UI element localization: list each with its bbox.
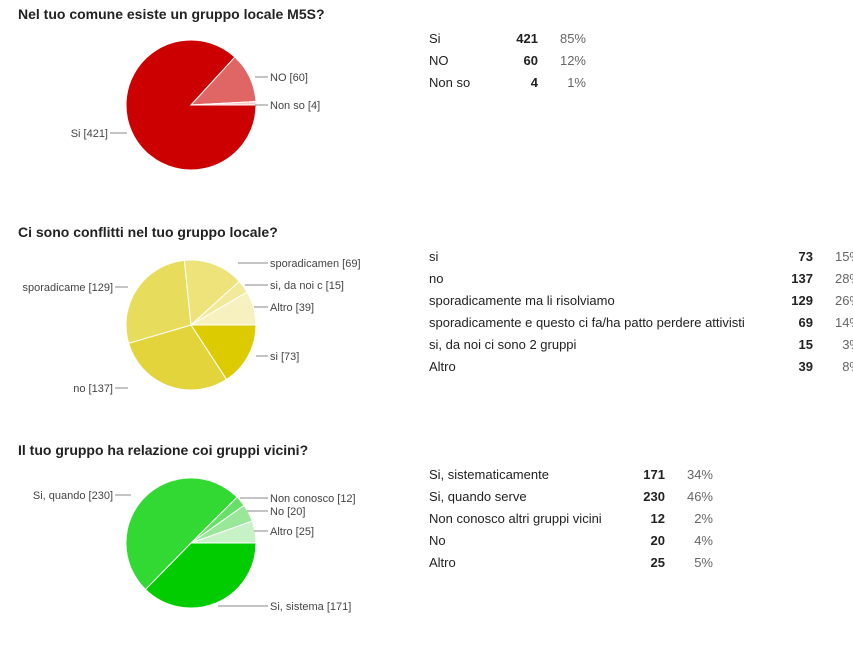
slice-label-no: No [20] [270,506,305,518]
answer-percent: 4% [694,533,713,548]
slice-label-non-conosco-altri-gruppi-vicin: Non conosco [12] [270,493,356,505]
answer-label: sporadicamente ma li risolviamo [429,293,615,308]
table-row: NO 60 12% [429,50,586,72]
answer-label: Non conosco altri gruppi vicini [429,511,602,526]
answer-percent: 85% [559,31,586,46]
slice-label-no: no [137] [73,383,113,395]
answer-count: 4 [530,75,538,90]
slice-label-si-quando-serve: Si, quando [230] [33,490,113,502]
pie-slice-si-sistematicamente [144,542,257,609]
answer-label: si [429,249,439,264]
answer-percent: 46% [686,489,713,504]
table-row: Non so 4 1% [429,72,586,94]
answer-percent: 15% [834,249,853,264]
answer-percent: 14% [834,315,853,330]
answer-count: 421 [516,31,538,46]
answer-label: no [429,271,444,286]
answer-label: Altro [429,359,456,374]
answer-percent: 8% [842,359,853,374]
pie-slice-si-quando-serve [125,477,238,591]
answer-count: 20 [650,533,665,548]
slice-label-si-sistematicamente: Si, sistema [171] [270,601,351,613]
answer-count: 15 [798,337,813,352]
answer-label: si, da noi ci sono 2 gruppi [429,337,577,352]
slice-label-si-da-noi-ci-sono-2-gruppi: si, da noi c [15] [270,280,344,292]
slice-label-non-so: Non so [4] [270,100,320,112]
slice-label-si: Si [421] [71,128,108,140]
answer-percent: 2% [694,511,713,526]
table-row: Altro 39 8% [429,356,853,378]
answer-count: 137 [791,271,813,286]
table-row: Si, sistematicamente 171 34% [429,464,713,486]
slice-label-altro: Altro [39] [270,302,314,314]
answer-count: 12 [650,511,665,526]
answer-label: sporadicamente e questo ci fa/ha patto p… [429,315,745,330]
table-row: si, da noi ci sono 2 gruppi 15 3% [429,334,853,356]
table-row: si 73 15% [429,246,853,268]
table-row: No 20 4% [429,530,713,552]
table-row: sporadicamente ma li risolviamo 129 26% [429,290,853,312]
slice-label-no: NO [60] [270,72,308,84]
answer-label: Non so [429,75,471,90]
pie-slice-no [128,324,228,391]
pie-slice-si [190,324,257,381]
answer-label: No [429,533,446,548]
slice-label-sporadicamente-ma-li-risolviam: sporadicame [129] [23,282,114,294]
table-row: sporadicamente e questo ci fa/ha patto p… [429,312,853,334]
answer-count: 129 [791,293,813,308]
answer-count: 73 [798,249,813,264]
chart-2-pie: si [73] no [137] sporadicame [129] sporadic… [23,258,361,395]
answer-percent: 34% [686,467,713,482]
table-row: Si, quando serve 230 46% [429,486,713,508]
pie-slice-altro [189,291,257,326]
answer-percent: 1% [567,75,586,90]
table-row: Altro 25 5% [429,552,713,574]
chart-2-title: Ci sono conflitti nel tuo gruppo locale? [18,224,278,240]
answer-label: NO [429,53,449,68]
chart-3-title: Il tuo gruppo ha relazione coi gruppi vi… [18,442,309,458]
answer-label: Altro [429,555,456,570]
chart-3-table: Si, sistematicamente 171 34% Si, quando ser… [429,464,713,574]
chart-1-table: Si 421 85% NO 60 12% Non so 4 1% [429,28,586,94]
answer-label: Si, sistematicamente [429,467,549,482]
answer-percent: 26% [834,293,853,308]
answer-count: 171 [643,467,665,482]
answer-count: 25 [650,555,665,570]
answer-count: 230 [643,489,665,504]
table-row: Si 421 85% [429,28,586,50]
answer-percent: 12% [559,53,586,68]
slice-label-si: si [73] [270,351,299,363]
slice-label-sporadicamente-e-questo-ci-fa-: sporadicamen [69] [270,258,361,270]
chart-1-pie: Si [421] NO [60] Non so [4] [71,39,320,171]
answer-percent: 28% [834,271,853,286]
chart-1-title: Nel tuo comune esiste un gruppo locale M… [18,6,325,22]
chart-2-table: si 73 15% no 137 28% sporadicamente ma li riso… [429,246,853,378]
answer-count: 69 [798,315,813,330]
pie-slice-sporadicamente-e-questo-ci-fa- [183,259,240,327]
answer-label: Si, quando serve [429,489,527,504]
answer-count: 39 [798,359,813,374]
slice-label-altro: Altro [25] [270,526,314,538]
pie-slice-sporadicamente-ma-li-risolviam [125,259,192,344]
pie-slice-si [125,39,257,171]
pie-slice-altro [190,520,257,544]
answer-count: 60 [523,53,538,68]
table-row: no 137 28% [429,268,853,290]
chart-3-pie: Si, sistema [171] Si, quando [230] Non con… [33,477,356,613]
table-row: Non conosco altri gruppi vicini 12 2% [429,508,713,530]
answer-label: Si [429,31,441,46]
answer-percent: 5% [694,555,713,570]
answer-percent: 3% [842,337,853,352]
